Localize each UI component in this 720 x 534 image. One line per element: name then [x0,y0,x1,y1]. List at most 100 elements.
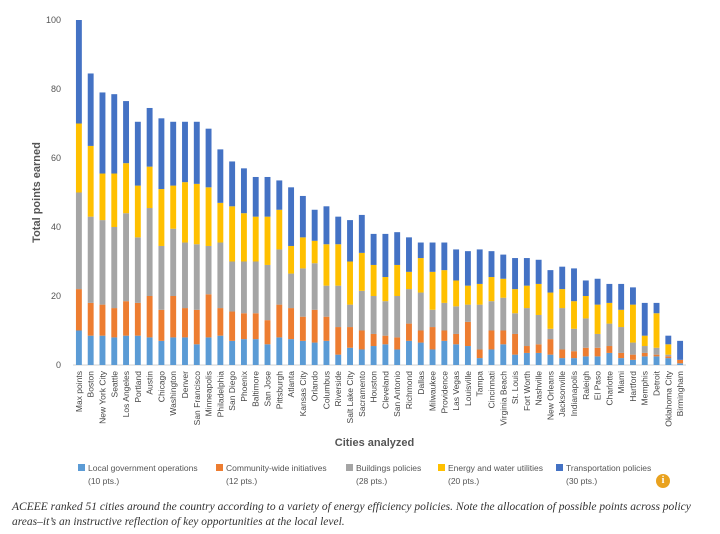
bar-segment [500,297,507,331]
bar-segment [347,347,353,365]
legend: Local government operations (10 pts.) Comm… [78,462,678,492]
bar-segment [429,242,436,272]
x-tick-label: Austin [145,371,155,395]
y-axis-title: Total points earned [31,142,43,243]
bar-segment [618,352,625,359]
bar-segment [252,261,259,314]
bar-segment [394,232,401,265]
bar-segment [618,327,625,353]
bar-segment [559,358,566,365]
x-tick-label: Charlotte [604,371,614,406]
legend-swatch [346,464,353,472]
bar-segment [158,340,165,365]
bar-segment [240,313,247,340]
y-tick-label: 20 [51,291,61,301]
y-tick-label: 60 [51,153,61,163]
x-tick-label: San Diego [227,371,237,411]
bar-segment [488,330,495,350]
bar-segment [158,245,165,310]
bar-segment [193,309,200,345]
bar-segment [476,304,483,350]
legend-label: Transportation policies [566,462,652,473]
bar-segment [205,337,212,365]
bar-segment [87,145,94,217]
bar-segment [582,347,589,357]
bar-segment [182,242,188,309]
bar-segment [182,182,188,243]
bar-segment [158,118,165,190]
bar-segment [653,347,660,355]
info-icon[interactable]: i [656,474,670,488]
legend-swatch [78,464,85,472]
x-tick-label: St. Louis [510,371,520,404]
bar-segment [512,354,519,365]
bar-segment [582,318,589,348]
bar-segment [111,227,118,309]
bar-segment [653,354,660,357]
bar-segment [182,308,188,338]
x-axis-title: Cities analyzed [335,437,414,449]
bar-segment [217,308,224,336]
bar-segment [123,163,129,214]
bar-segment [677,359,684,364]
x-tick-label: Atlanta [286,371,296,398]
legend-points: (20 pts.) [448,475,480,486]
bar-segment [429,309,436,328]
bar-segment [358,214,365,253]
bar-segment [193,244,200,310]
bar-segment [252,313,259,340]
bar-segment [276,180,283,210]
x-tick-label: Detroit [652,370,662,396]
bar-segment [111,337,118,365]
bar-segment [382,301,389,336]
bar-segment [146,208,153,296]
bar-segment [299,268,306,317]
bar-segment [559,266,566,290]
legend-item: Community-wide initiatives (12 pts.) [216,462,327,486]
bar-segment [618,309,625,328]
bar-segment [182,121,188,183]
bar-segment [382,277,389,302]
x-tick-label: San Antonio [392,371,402,417]
bar-segment [488,301,495,331]
bar-segment [512,333,519,355]
bar-segment [123,301,129,336]
bar-segment [87,73,94,146]
x-tick-label: Milwaukee [428,371,438,411]
bar-segment [594,304,601,334]
bar-segment [582,356,589,365]
bar-segment [582,280,589,296]
bar-segment [630,287,636,305]
legend-label: Energy and water utilities [448,462,543,473]
bar-segment [123,335,129,365]
bar-segment [441,242,448,271]
bar-segment [229,161,236,207]
bar-segment [417,242,424,259]
x-tick-label: Cincinnati [486,371,496,408]
x-tick-label: Louisville [463,371,473,406]
x-tick-label: Max points [74,371,84,412]
x-tick-label: Cleveland [380,371,390,409]
bar-segment [382,233,389,278]
bar-segment [111,173,118,227]
bar-segment [146,107,153,167]
bar-segment [464,321,471,347]
x-tick-label: Indianapolis [569,371,579,416]
bar-segment [476,349,483,359]
bar-segment [571,328,577,352]
legend-item: Energy and water utilities (20 pts.) [438,462,543,486]
bar-segment [323,316,330,341]
x-tick-label: Riverside [333,371,343,407]
bar-segment [523,258,530,286]
bar-segment [146,166,153,209]
bar-segment [630,342,636,355]
y-tick-label: 0 [56,360,61,370]
bar-segment [358,349,365,365]
bar-segment [512,289,519,314]
bar-segment [476,249,483,284]
bar-segment [240,261,247,314]
bar-segment [205,245,212,295]
bar-segment [582,296,589,319]
bar-segment [417,342,424,365]
x-tick-label: Fort Worth [522,371,532,411]
